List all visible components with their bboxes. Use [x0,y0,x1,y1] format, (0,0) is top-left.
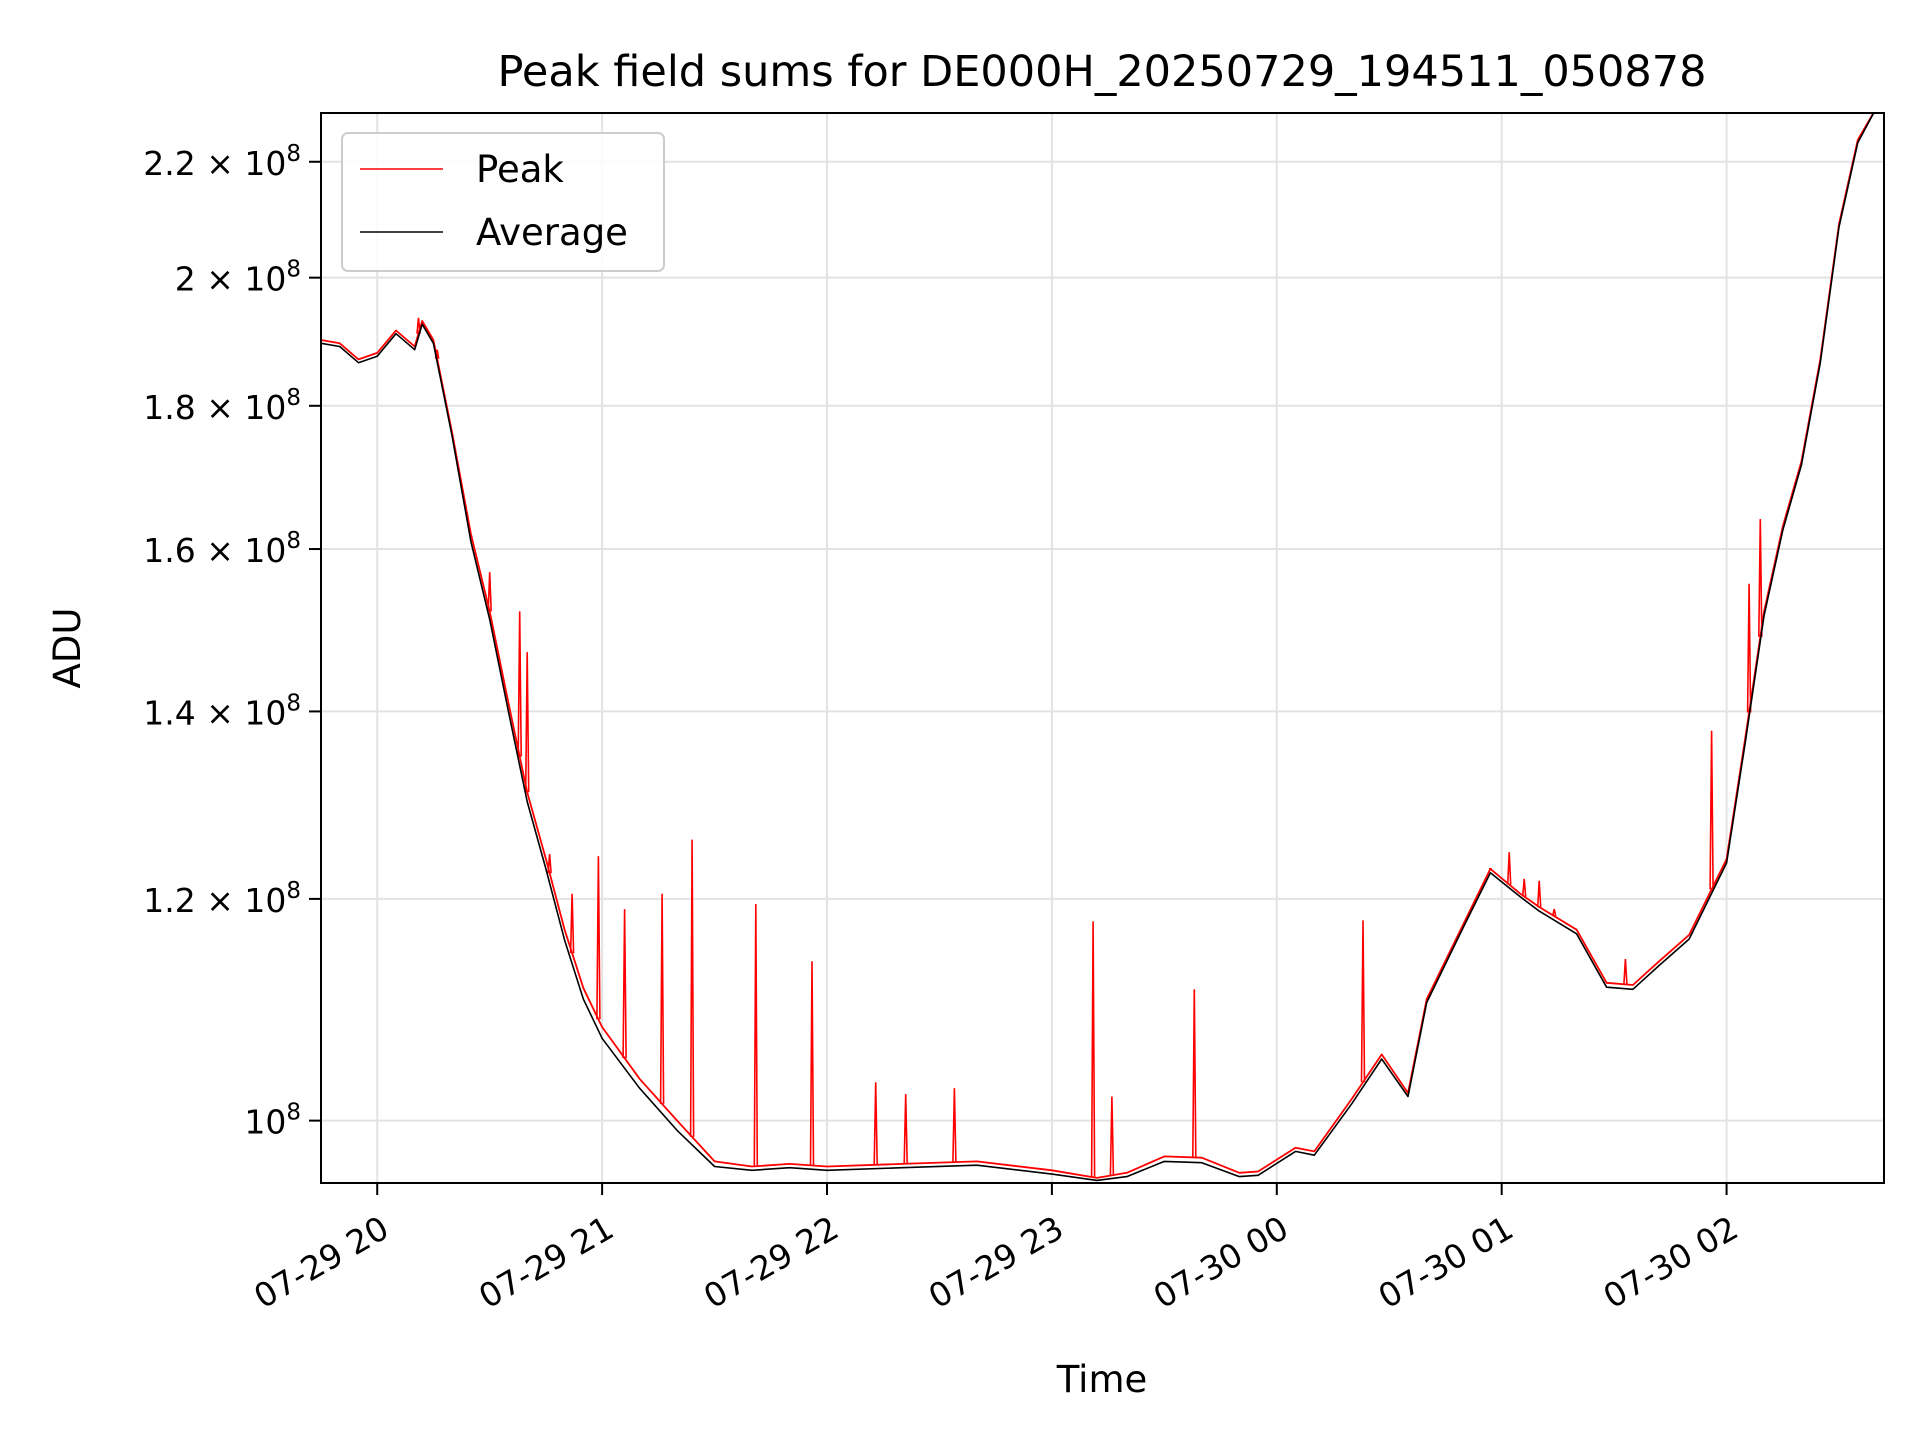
peak-spike [622,909,627,1059]
peak-spike [596,856,601,1020]
legend: Peak Average [341,132,665,272]
peak-spike [1109,1096,1115,1176]
peak-spike [1192,989,1197,1158]
peak-spike [1551,908,1557,917]
chart-title: Peak field sums for DE000H_20250729_1945… [498,47,1707,97]
peak-spike [416,317,421,334]
y-tick-label: 2 × 108 [175,257,301,299]
peak-spike [569,893,575,954]
peak-spike [1536,880,1542,908]
legend-label-average: Average [476,211,628,254]
peak-spike [1709,730,1714,890]
y-tick-label: 2.2 × 108 [143,141,301,183]
y-tick-label: 1.4 × 108 [143,690,301,732]
y-tick-label: 108 [244,1100,301,1142]
plot-series [321,113,1875,1182]
peak-spike [753,903,759,1167]
plot-frame [320,112,1885,1184]
peak-spike [1746,583,1752,713]
peak-spike [487,572,492,612]
peak-spike [1758,518,1763,637]
peak-spike [1623,959,1628,985]
peak-spike [809,961,815,1166]
y-axis-ticks: 108 1.2 × 108 1.4 × 108 1.6 × 108 1.8 × 108 2… [143,141,321,1142]
y-tick-label: 1.6 × 108 [143,528,301,570]
y-axis-label: ADU [46,608,89,689]
peak-spike [903,1094,908,1164]
peak-spike [1521,878,1527,897]
peak-spike [517,611,522,757]
y-tick-label: 1.8 × 108 [143,385,301,427]
grid [321,113,1884,1183]
peak-spike [1090,921,1096,1178]
peak-spike [1506,852,1512,885]
peak-spike [873,1082,878,1165]
peak-spike [1360,920,1366,1083]
x-axis-label: Time [1056,1358,1148,1401]
peak-spike [524,652,530,793]
legend-box [341,132,665,272]
peak-spike [547,854,552,874]
peak-spike [689,839,695,1137]
peak-spike [659,893,665,1104]
series-line-peak [321,113,1875,1179]
series-line-average [321,113,1875,1182]
legend-label-peak: Peak [476,148,564,191]
peak-spike [952,1088,957,1163]
y-tick-label: 1.2 × 108 [143,878,301,920]
